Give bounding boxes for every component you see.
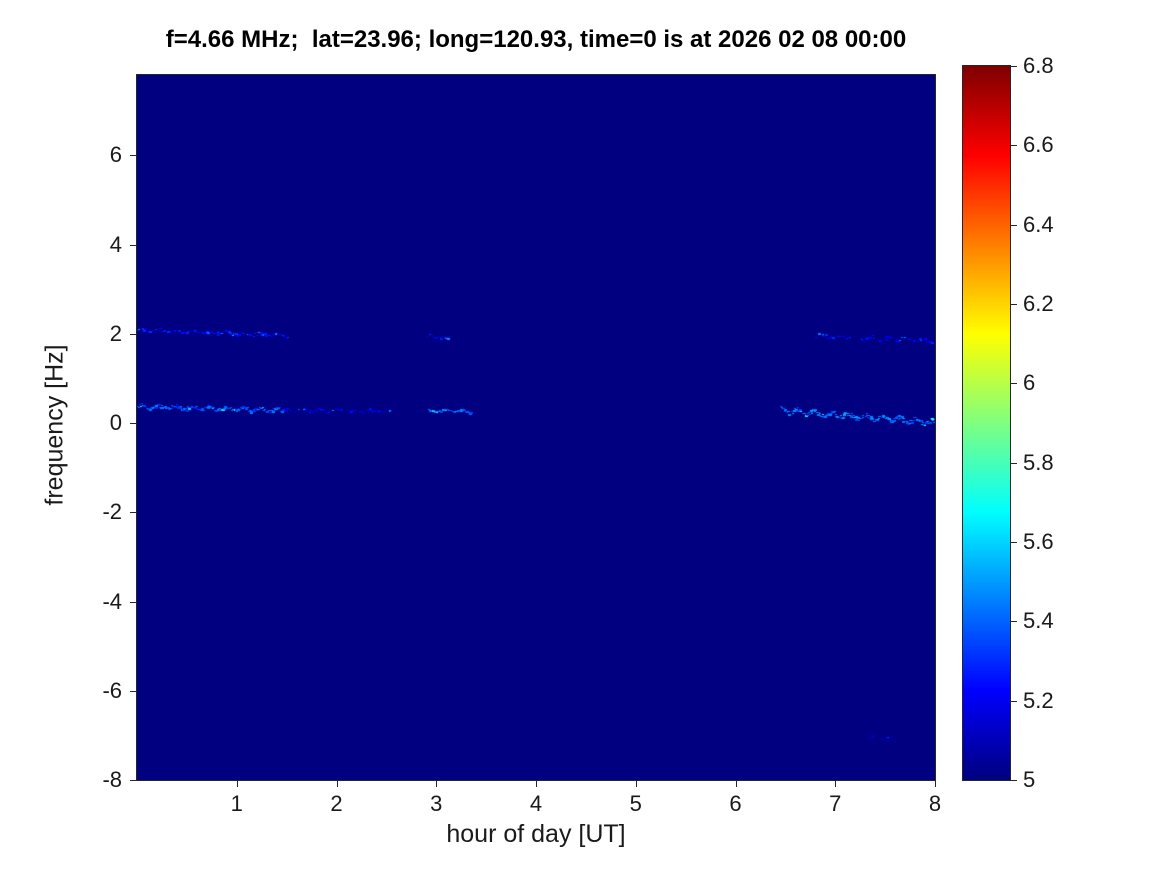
y-tick-label: 6 [109, 142, 122, 168]
colorbar-gradient [963, 66, 1010, 780]
colorbar-tick-mark [1011, 145, 1017, 146]
colorbar-tick-mark [1011, 780, 1017, 781]
x-tick-label: 3 [430, 791, 443, 816]
plot-title: f=4.66 MHz; lat=23.96; long=120.93, time… [165, 26, 907, 53]
x-tick-mark [237, 781, 238, 787]
colorbar-tick-label: 6.8 [1023, 53, 1054, 78]
heatmap-canvas [137, 75, 935, 780]
x-axis-label: hour of day [UT] [446, 820, 626, 848]
colorbar-tick-label: 6 [1023, 370, 1036, 396]
plot-area-frame [136, 74, 936, 781]
y-tick-label: 2 [109, 320, 122, 346]
x-tick-mark [536, 781, 537, 787]
x-tick-mark [935, 781, 936, 787]
colorbar-tick-label: 6.4 [1023, 211, 1054, 237]
x-tick-label: 4 [529, 791, 543, 816]
colorbar-tick-mark [1011, 621, 1017, 622]
y-tick-label: -6 [102, 677, 122, 703]
colorbar-tick-mark [1011, 383, 1017, 384]
colorbar-tick-mark [1011, 304, 1017, 305]
y-tick-label: -8 [102, 767, 122, 792]
colorbar-tick-mark [1011, 66, 1017, 67]
colorbar-tick-mark [1011, 701, 1017, 702]
x-tick-label: 2 [330, 791, 343, 816]
x-tick-mark [736, 781, 737, 787]
colorbar-tick-mark [1011, 225, 1017, 226]
y-tick-label: -4 [102, 588, 122, 614]
x-tick-label: 1 [230, 791, 243, 816]
colorbar-tick-label: 6.2 [1023, 291, 1054, 316]
colorbar-tick-label: 5.6 [1023, 529, 1054, 554]
y-axis-label: frequency [Hz] [40, 344, 69, 506]
colorbar-tick-mark [1011, 463, 1017, 464]
colorbar-tick-label: 6.6 [1023, 132, 1054, 158]
x-tick-label: 6 [729, 791, 742, 816]
y-tick-label: 4 [109, 231, 122, 257]
x-tick-mark [636, 781, 637, 787]
colorbar-tick-mark [1011, 542, 1017, 543]
colorbar-tick-label: 5.8 [1023, 449, 1054, 475]
x-tick-mark [337, 781, 338, 787]
x-tick-label: 8 [928, 791, 942, 816]
x-tick-label: 5 [629, 791, 642, 816]
x-tick-mark [436, 781, 437, 787]
colorbar-tick-label: 5.4 [1023, 608, 1054, 634]
x-tick-label: 7 [829, 791, 842, 816]
colorbar-tick-label: 5.2 [1023, 687, 1054, 713]
colorbar-frame [962, 65, 1011, 781]
colorbar-tick-label: 5 [1023, 767, 1036, 792]
x-tick-mark [835, 781, 836, 787]
